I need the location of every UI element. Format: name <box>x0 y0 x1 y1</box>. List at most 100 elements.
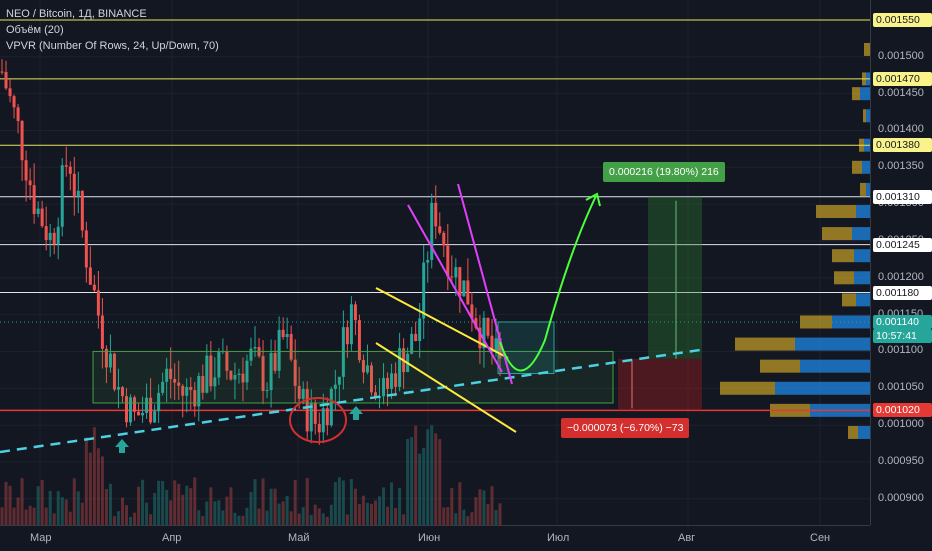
volume-bar <box>454 513 458 525</box>
volume-bar <box>120 497 124 525</box>
level-price-tag: 0.001470 <box>873 71 932 86</box>
price-axis[interactable]: 0.0015000.0014500.0014000.0013500.001300… <box>870 0 932 525</box>
candle-body <box>201 376 205 393</box>
range-box <box>92 350 614 404</box>
candle-body <box>374 392 377 399</box>
candle-body <box>414 333 418 342</box>
candle-body <box>80 190 84 231</box>
candle-body <box>233 374 237 380</box>
candle-body <box>361 360 365 373</box>
vpvr-down-bar <box>863 109 866 123</box>
price-tick-label: 0.001050 <box>878 381 924 394</box>
candle-body <box>442 232 446 246</box>
candle-body <box>438 226 442 233</box>
volume-bar <box>161 481 165 525</box>
price-tick-label: 0.001200 <box>878 270 924 283</box>
volume-bar <box>285 495 289 525</box>
volume-bar <box>289 511 293 525</box>
volume-bar <box>265 510 269 525</box>
volume-bar <box>145 502 149 525</box>
candle-body <box>12 96 16 108</box>
volume-bar <box>189 488 193 525</box>
volume-bar <box>365 502 369 525</box>
volume-bar <box>337 477 341 525</box>
volume-bar <box>293 480 297 525</box>
wedge-upper-line <box>375 287 509 359</box>
candle-body <box>454 267 458 278</box>
candle-body <box>129 397 133 423</box>
candle-body <box>289 334 293 360</box>
candle-body <box>157 392 161 412</box>
highlight-ellipse <box>289 397 347 443</box>
candle-body <box>32 185 36 214</box>
candle-body <box>40 208 44 227</box>
volume-bar <box>261 478 265 525</box>
price-tick-label: 0.001500 <box>878 49 924 62</box>
volume-bar <box>410 437 414 525</box>
vpvr-down-bar <box>816 204 856 218</box>
volume-bar <box>317 508 321 525</box>
volume-bar <box>76 491 80 525</box>
volume-bar <box>486 503 490 525</box>
candle-body <box>398 348 402 387</box>
volume-bar <box>257 508 261 525</box>
candle-body <box>68 166 72 174</box>
time-tick-label: Май <box>288 532 310 544</box>
target-label: 0.000216 (19.80%) 216 <box>603 162 725 182</box>
volume-bar <box>217 500 221 525</box>
candle-body <box>474 318 478 328</box>
candle-body <box>125 396 128 423</box>
candle-body <box>277 329 281 371</box>
volume-bar <box>125 505 128 525</box>
volume-bar <box>402 514 406 525</box>
volume-indicator-label[interactable]: Объём (20) <box>6 24 64 36</box>
volume-bars <box>0 425 502 525</box>
vpvr-up-bar <box>800 359 870 373</box>
volume-bar <box>92 427 96 525</box>
candle-body <box>28 180 32 186</box>
volume-bar <box>369 503 373 525</box>
volume-bar <box>96 448 100 525</box>
price-tick-label: 0.000900 <box>878 491 924 504</box>
volume-bar <box>345 514 349 525</box>
volume-bar <box>84 437 88 525</box>
candle-body <box>434 202 438 227</box>
volume-bar <box>378 496 382 525</box>
vpvr-indicator-label[interactable]: VPVR (Number Of Rows, 24, Up/Down, 70) <box>6 40 219 52</box>
candle-body <box>8 88 12 97</box>
volume-bar <box>309 514 313 525</box>
candle-body <box>333 384 337 389</box>
volume-bar <box>116 511 120 525</box>
projection-curve <box>499 195 597 372</box>
candle-body <box>112 353 116 390</box>
time-tick-label: Апр <box>162 532 182 544</box>
candle-body <box>52 232 56 245</box>
price-tick-label: 0.001400 <box>878 123 924 136</box>
volume-bar <box>494 509 498 525</box>
candle-body <box>237 373 241 375</box>
volume-bar <box>269 488 273 525</box>
volume-bar <box>305 477 309 525</box>
price-tick-label: 0.001450 <box>878 86 924 99</box>
symbol-title[interactable]: NEO / Bitcoin, 1Д, BINANCE <box>6 8 147 20</box>
vpvr-down-bar <box>760 359 800 373</box>
volume-bar <box>237 515 241 525</box>
candle-body <box>92 284 96 291</box>
level-price-tag: 0.001180 <box>873 285 932 300</box>
bar-countdown: 10:57:41 <box>873 328 932 343</box>
vpvr-down-bar <box>860 182 866 196</box>
volume-bar <box>24 509 28 525</box>
vpvr-up-bar <box>860 87 870 101</box>
volume-bar <box>426 429 430 525</box>
time-axis[interactable]: Мар Апр Май Июн Июл Авг Сен <box>0 525 870 551</box>
volume-bar <box>353 488 357 525</box>
candle-body <box>422 262 426 319</box>
volume-bar <box>245 507 249 525</box>
volume-bar <box>64 499 68 525</box>
position-tool <box>618 196 702 411</box>
vpvr-down-bar <box>852 160 862 174</box>
vpvr-down-bar <box>834 271 854 285</box>
level-price-tag: 0.001550 <box>873 13 932 27</box>
vpvr-up-bar <box>775 381 870 395</box>
